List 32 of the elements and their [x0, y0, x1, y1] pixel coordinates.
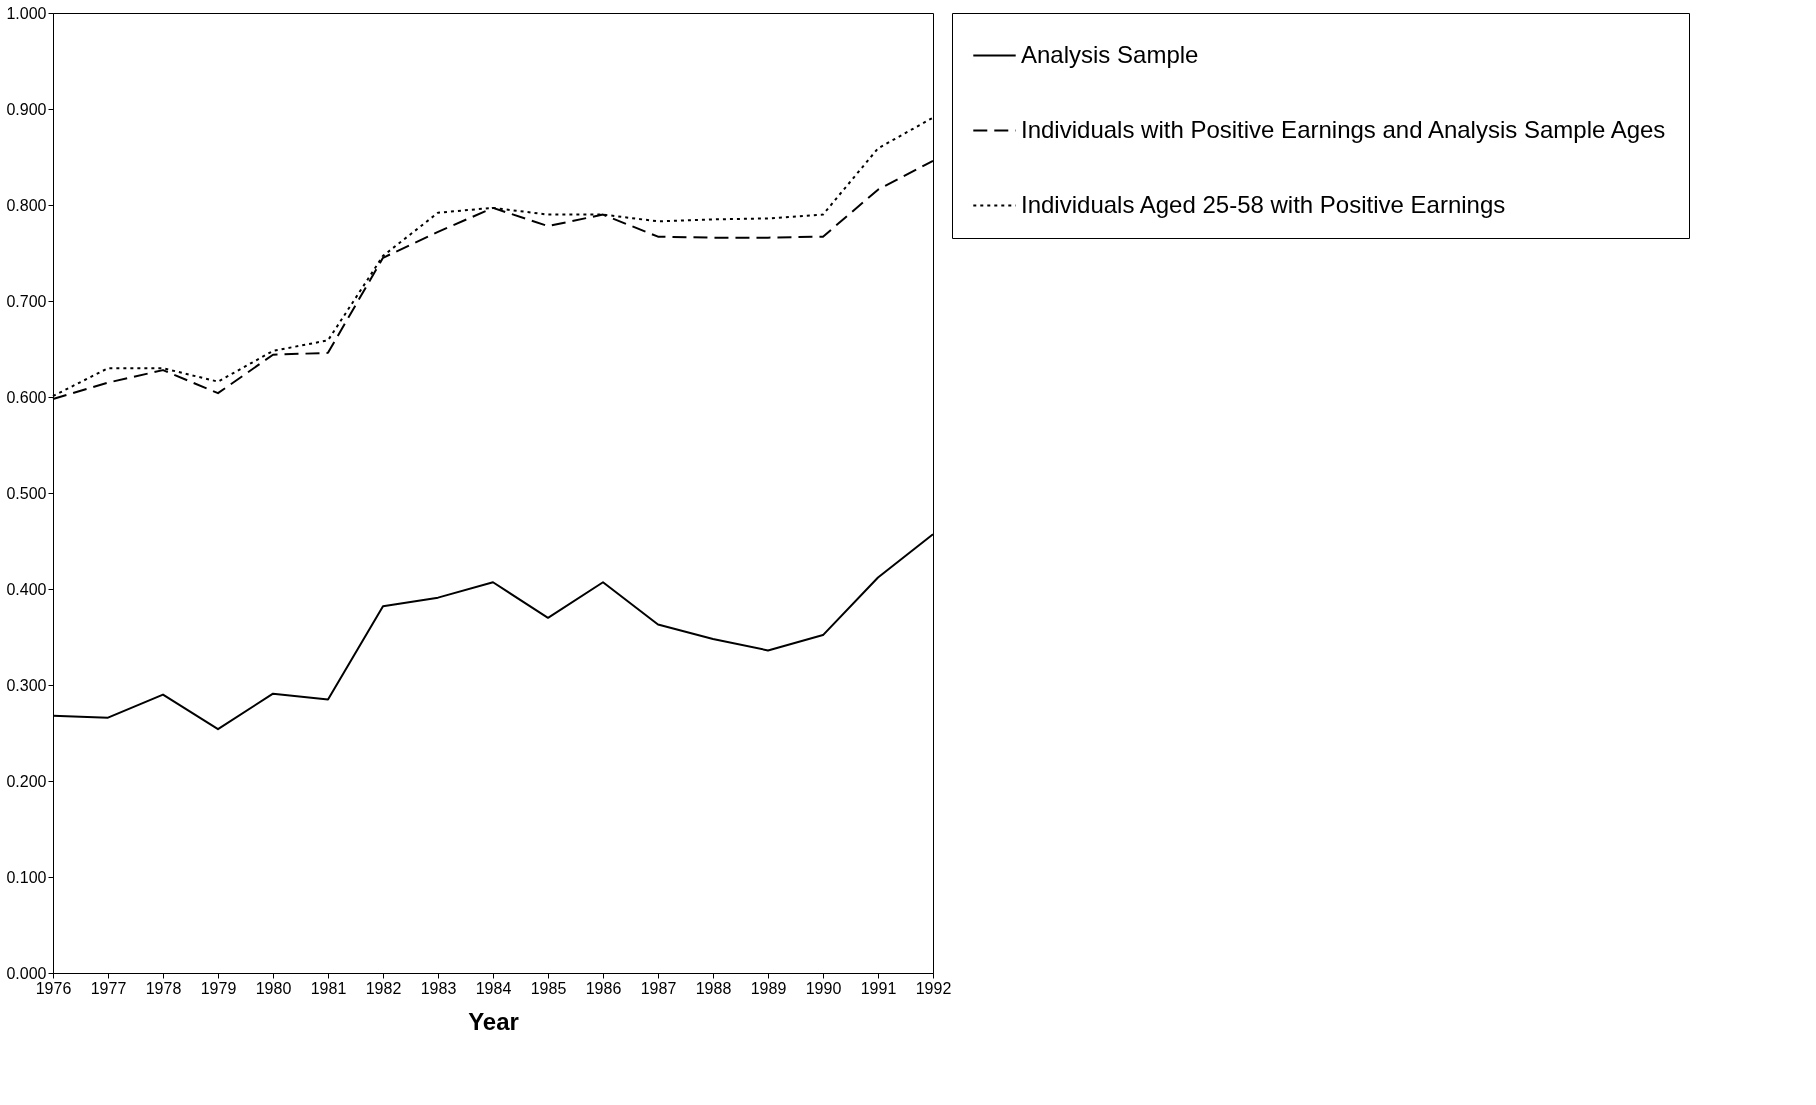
y-tick-label: 0.300 [6, 676, 47, 694]
x-tick-label: 1977 [90, 979, 127, 997]
x-tick-label: 1985 [530, 979, 567, 997]
y-tick-label: 0.900 [6, 100, 47, 118]
x-tick-label: 1990 [805, 979, 842, 997]
x-tick-label: 1982 [365, 979, 402, 997]
y-tick-label: 0.800 [6, 196, 47, 214]
legend-label: Individuals with Positive Earnings and Analysis Sample Ages [1021, 115, 1666, 143]
y-tick-label: 1.000 [6, 4, 47, 22]
x-tick-label: 1984 [475, 979, 512, 997]
x-tick-label: 1991 [860, 979, 897, 997]
legend-label: Individuals Aged 25-58 with Positive Earnings [1021, 190, 1506, 218]
x-tick-label: 1980 [255, 979, 292, 997]
x-tick-label: 1978 [145, 979, 182, 997]
x-tick-label: 1988 [695, 979, 732, 997]
x-tick-label: 1981 [310, 979, 347, 997]
y-tick-label: 0.100 [6, 868, 47, 886]
x-tick-label: 1986 [585, 979, 622, 997]
y-tick-label: 0.700 [6, 292, 47, 310]
x-tick-label: 1976 [35, 979, 72, 997]
y-tick-label: 0.000 [6, 964, 47, 982]
x-tick-label: 1979 [200, 979, 237, 997]
y-tick-label: 0.600 [6, 388, 47, 406]
legend-label: Analysis Sample [1021, 40, 1199, 68]
x-tick-label: 1983 [420, 979, 457, 997]
x-tick-label: 1992 [915, 979, 952, 997]
y-tick-label: 0.200 [6, 772, 47, 790]
x-tick-label: 1989 [750, 979, 787, 997]
y-tick-label: 0.400 [6, 580, 47, 598]
y-tick-label: 0.500 [6, 484, 47, 502]
x-tick-label: 1987 [640, 979, 677, 997]
x-axis-title: Year [468, 1007, 519, 1035]
